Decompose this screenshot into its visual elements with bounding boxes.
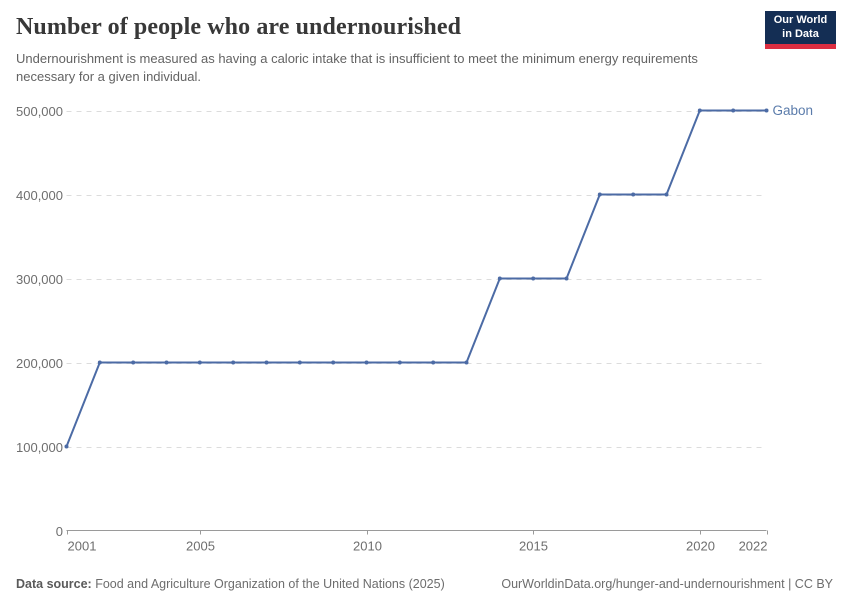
y-tick-label: 100,000 [16,440,63,455]
data-point[interactable] [64,444,69,449]
data-point[interactable] [197,360,202,365]
data-point[interactable] [731,108,736,113]
data-point[interactable] [397,360,402,365]
x-tick-label: 2022 [739,539,768,554]
x-tick-label: 2005 [186,539,215,554]
data-point[interactable] [564,276,569,281]
data-source: Data source: Food and Agriculture Organi… [16,577,445,591]
data-point[interactable] [231,360,236,365]
y-tick-label: 400,000 [16,188,63,203]
x-tick-label: 2010 [353,539,382,554]
chart-subtitle: Undernourishment is measured as having a… [16,51,698,85]
owid-link[interactable]: OurWorldinData.org/hunger-and-undernouri… [501,577,833,591]
y-tick-label: 200,000 [16,356,63,371]
chart-footer: Data source: Food and Agriculture Organi… [16,577,833,591]
x-tick-label: 2001 [68,539,97,554]
data-source-value: Food and Agriculture Organization of the… [95,577,445,591]
y-tick-label: 300,000 [16,272,63,287]
x-tick-label: 2015 [519,539,548,554]
y-tick-label: 0 [56,524,63,539]
data-point[interactable] [131,360,136,365]
owid-logo-line1: Our World [773,13,828,26]
data-point[interactable] [97,360,102,365]
data-source-label: Data source: [16,577,92,591]
series-end-label[interactable]: Gabon [773,103,814,118]
owid-logo-line2: in Data [782,27,819,40]
data-point[interactable] [631,192,636,197]
data-point[interactable] [497,276,502,281]
data-point[interactable] [697,108,702,113]
data-point[interactable] [364,360,369,365]
data-point[interactable] [297,360,302,365]
x-tick-label: 2020 [686,539,715,554]
data-point[interactable] [597,192,602,197]
series-line[interactable] [65,109,768,448]
owid-logo[interactable]: Our World in Data [765,11,836,49]
page-title: Number of people who are undernourished [16,14,462,40]
data-point[interactable] [464,360,469,365]
data-point[interactable] [531,276,536,281]
data-point[interactable] [164,360,169,365]
data-point[interactable] [431,360,436,365]
data-point[interactable] [331,360,336,365]
data-point[interactable] [664,192,669,197]
chart-header: Number of people who are undernourished … [16,11,836,87]
data-point[interactable] [764,108,769,113]
y-tick-label: 500,000 [16,104,63,119]
data-point[interactable] [264,360,269,365]
